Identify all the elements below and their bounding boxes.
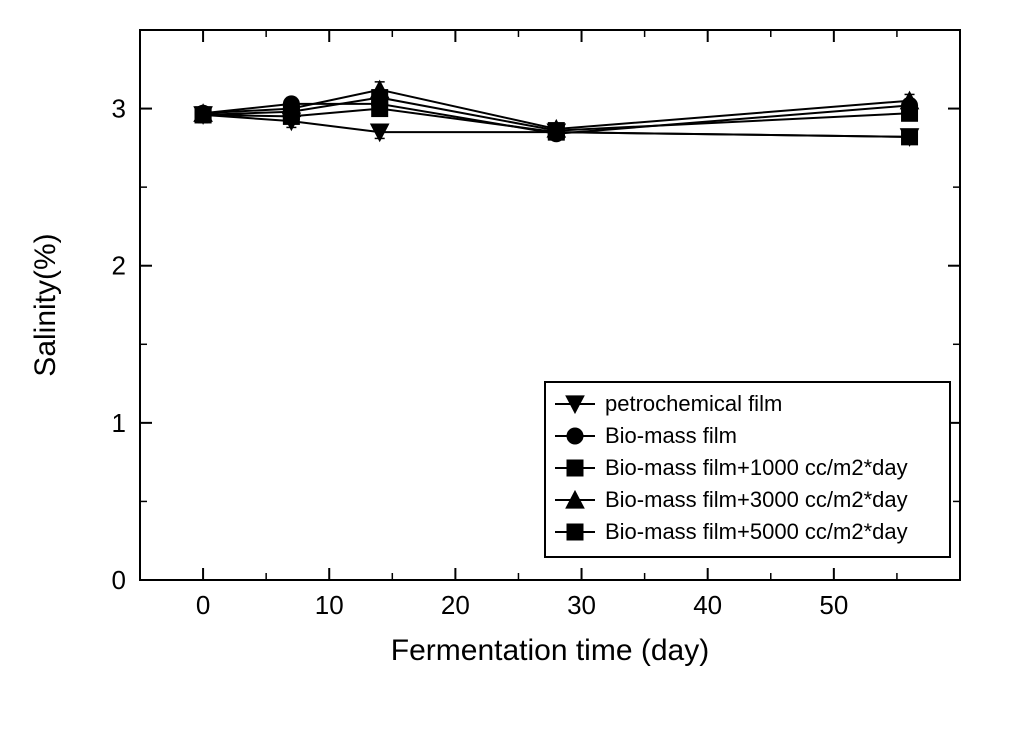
x-tick-label: 20	[441, 590, 470, 620]
legend-label: Bio-mass film+3000 cc/m2*day	[605, 487, 908, 512]
salinity-chart: 0 10 20 30 40 50 0 1 2 3 Fermentation time (day) Sa…	[0, 0, 1013, 730]
x-tick-label: 50	[819, 590, 848, 620]
legend: petrochemical film Bio-mass film Bio-mass …	[545, 382, 950, 557]
y-tick-label: 0	[112, 565, 126, 595]
x-axis-title: Fermentation time (day)	[391, 634, 709, 667]
y-tick-label: 2	[112, 251, 126, 281]
x-tick-label: 0	[196, 590, 210, 620]
chart-container: 0 10 20 30 40 50 0 1 2 3 Fermentation time (day) Sa…	[0, 0, 1013, 730]
y-tick-label: 3	[112, 94, 126, 124]
legend-label: Bio-mass film	[605, 423, 737, 448]
x-tick-label: 10	[315, 590, 344, 620]
y-axis-title: Salinity(%)	[29, 233, 62, 376]
series-group	[194, 81, 918, 146]
legend-label: Bio-mass film+1000 cc/m2*day	[605, 455, 908, 480]
x-tick-label: 40	[693, 590, 722, 620]
y-tick-label: 1	[112, 408, 126, 438]
legend-label: Bio-mass film+5000 cc/m2*day	[605, 519, 908, 544]
x-tick-label: 30	[567, 590, 596, 620]
legend-label: petrochemical film	[605, 391, 782, 416]
